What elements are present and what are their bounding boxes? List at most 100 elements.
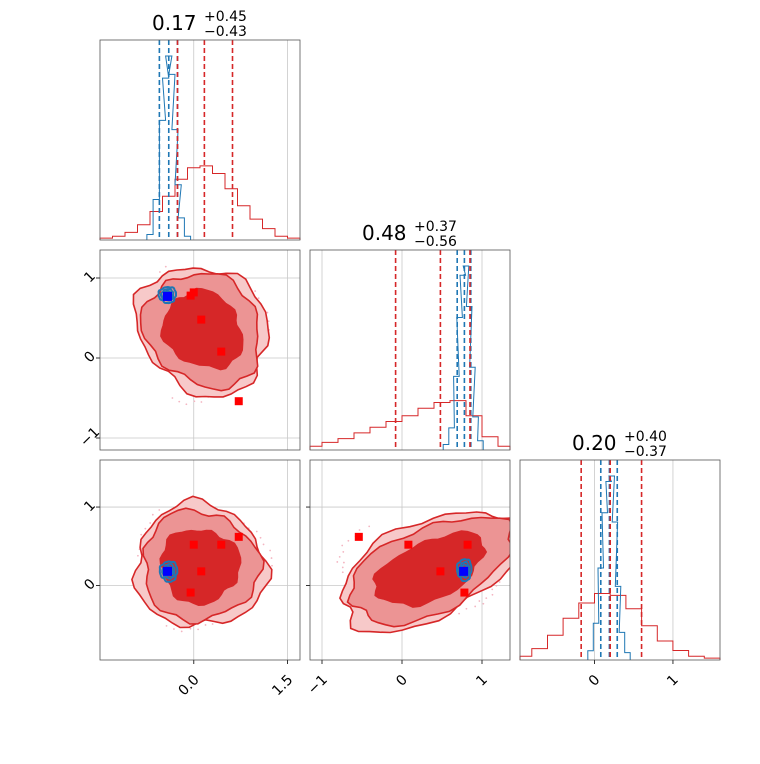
sample-dot (193, 400, 196, 403)
panel-frame (99, 459, 301, 661)
sample-dot (171, 397, 174, 399)
sample-dot (514, 542, 516, 544)
contour-narrow (455, 558, 473, 583)
panel-frame (309, 249, 511, 451)
sample-dot (341, 566, 344, 569)
sample-dot (336, 561, 339, 563)
histogram-narrow (146, 55, 192, 241)
sample-dot (254, 290, 257, 292)
sample-dot (173, 628, 175, 630)
sample-dot (185, 403, 188, 406)
x-tick-label: 0.0 (176, 672, 203, 699)
sample-dot (482, 602, 485, 605)
sample-point (234, 532, 243, 541)
y-tick-label: 1 (81, 498, 99, 516)
sample-dot (165, 624, 168, 627)
sample-dot (269, 549, 272, 552)
truth-marker (163, 291, 172, 301)
sample-dot (347, 539, 350, 542)
sample-dot (342, 561, 345, 564)
sample-dot (491, 593, 494, 596)
sample-point (197, 315, 206, 324)
histogram-broad (99, 165, 301, 240)
sample-dot (178, 400, 181, 403)
panel-title-minus: −0.37 (624, 444, 667, 460)
x-tick-label: 1.5 (269, 672, 296, 699)
sample-dot (341, 571, 344, 574)
y-tick-label: 0 (81, 576, 99, 594)
y-tick-label: 0 (81, 348, 99, 366)
histogram-narrow (442, 265, 484, 450)
sample-dot (164, 265, 167, 268)
y-tick-label: −1 (77, 424, 103, 450)
sample-dot (498, 581, 501, 583)
sample-point (217, 540, 226, 549)
histogram-panel-p1 (309, 250, 511, 450)
sample-dot (255, 530, 258, 533)
sample-dot (204, 624, 207, 626)
sample-point (354, 532, 363, 541)
sample-dot (257, 297, 260, 300)
panel-frame (99, 39, 301, 241)
sample-dot (537, 569, 539, 571)
x-tick-label: 1 (664, 672, 682, 690)
sample-dot (458, 612, 461, 615)
panel-title-median: 0.17 (152, 11, 197, 35)
panel-title-minus: −0.43 (204, 24, 247, 40)
sample-dot (180, 630, 183, 633)
sample-dot (465, 607, 468, 610)
contour-narrow (161, 563, 176, 580)
contour-panel-p2_vs_p0 (100, 460, 300, 660)
sample-dot (536, 563, 538, 565)
panel-title-median: 0.20 (572, 431, 617, 455)
panel-frame (519, 459, 721, 661)
sample-point (189, 540, 198, 549)
sample-point (460, 588, 469, 597)
histogram-panel-p2 (519, 460, 721, 661)
sample-dot (158, 271, 161, 273)
sample-dot (495, 584, 498, 587)
sample-dot (368, 525, 371, 528)
y-tick-label: 1 (81, 268, 99, 286)
sample-dot (342, 551, 345, 553)
contour-narrow (158, 560, 179, 583)
panel-frame (99, 249, 301, 451)
contour-panel-p1_vs_p0 (100, 250, 300, 450)
sample-point (463, 540, 472, 549)
contour-panel-p2_vs_p1 (310, 460, 539, 660)
sample-dot (491, 588, 494, 591)
sample-dot (271, 564, 273, 567)
contour-narrow (458, 561, 471, 579)
x-tick-label: 1 (473, 672, 491, 690)
sample-dot (358, 529, 361, 531)
truth-marker (459, 566, 469, 576)
x-tick-label: −1 (305, 672, 331, 698)
sample-dot (485, 597, 488, 600)
sample-point (197, 567, 206, 576)
panel-title-plus: +0.40 (624, 429, 667, 445)
panel-title-minus: −0.56 (414, 234, 457, 250)
sample-dot (259, 536, 262, 539)
sample-dot (338, 555, 341, 558)
sample-point (404, 540, 413, 549)
histogram-broad (519, 593, 721, 660)
panel-title-plus: +0.37 (414, 219, 457, 235)
panel-title-median: 0.48 (362, 221, 407, 245)
sample-dot (524, 552, 526, 554)
sample-point (186, 291, 195, 300)
sample-dot (534, 557, 536, 559)
panel-title-plus: +0.45 (204, 9, 247, 25)
histogram-panel-p0 (99, 40, 301, 241)
sample-dot (151, 513, 154, 516)
panel-frame (309, 459, 511, 661)
sample-dot (144, 527, 147, 530)
sample-dot (266, 311, 269, 314)
histogram-broad (309, 400, 511, 450)
sample-point (217, 347, 226, 356)
sample-point (234, 397, 243, 406)
sample-dot (474, 605, 477, 608)
sample-dot (140, 533, 143, 536)
sample-dot (200, 401, 203, 403)
